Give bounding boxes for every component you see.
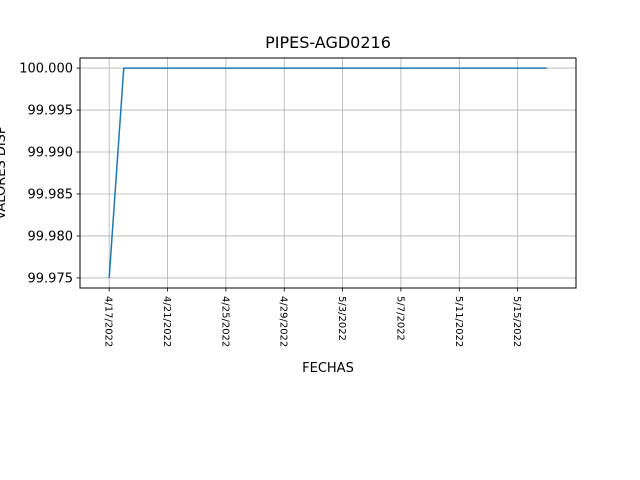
y-tick-label: 99.995 xyxy=(28,104,74,119)
x-tick-label: 4/29/2022 xyxy=(278,296,289,347)
x-axis-ticks: 4/17/2022 4/21/2022 4/25/2022 4/29/2022 5/3/… xyxy=(103,288,522,347)
x-tick-label: 5/7/2022 xyxy=(394,296,405,341)
y-tick-label: 99.990 xyxy=(28,146,74,161)
plot-frame xyxy=(79,57,577,289)
y-axis-ticks: 99.975 99.980 99.985 99.990 99.995 100.000 xyxy=(19,62,80,286)
x-tick-label: 4/25/2022 xyxy=(219,296,230,347)
chart-title: PIPES-AGD0216 xyxy=(265,33,391,52)
x-tick-label: 4/17/2022 xyxy=(103,296,114,347)
y-tick-label: 99.975 xyxy=(28,271,74,286)
y-axis-label: VALORES DISP xyxy=(0,126,9,220)
y-tick-label: 100.000 xyxy=(19,62,73,77)
x-axis-label: FECHAS xyxy=(302,361,354,376)
x-tick-label: 4/21/2022 xyxy=(161,296,172,347)
x-tick-label: 5/3/2022 xyxy=(336,296,347,341)
y-tick-label: 99.980 xyxy=(28,229,74,244)
x-tick-label: 5/15/2022 xyxy=(511,296,522,347)
y-tick-label: 99.985 xyxy=(28,187,74,202)
x-tick-label: 5/11/2022 xyxy=(453,296,464,347)
series-line xyxy=(108,67,547,278)
